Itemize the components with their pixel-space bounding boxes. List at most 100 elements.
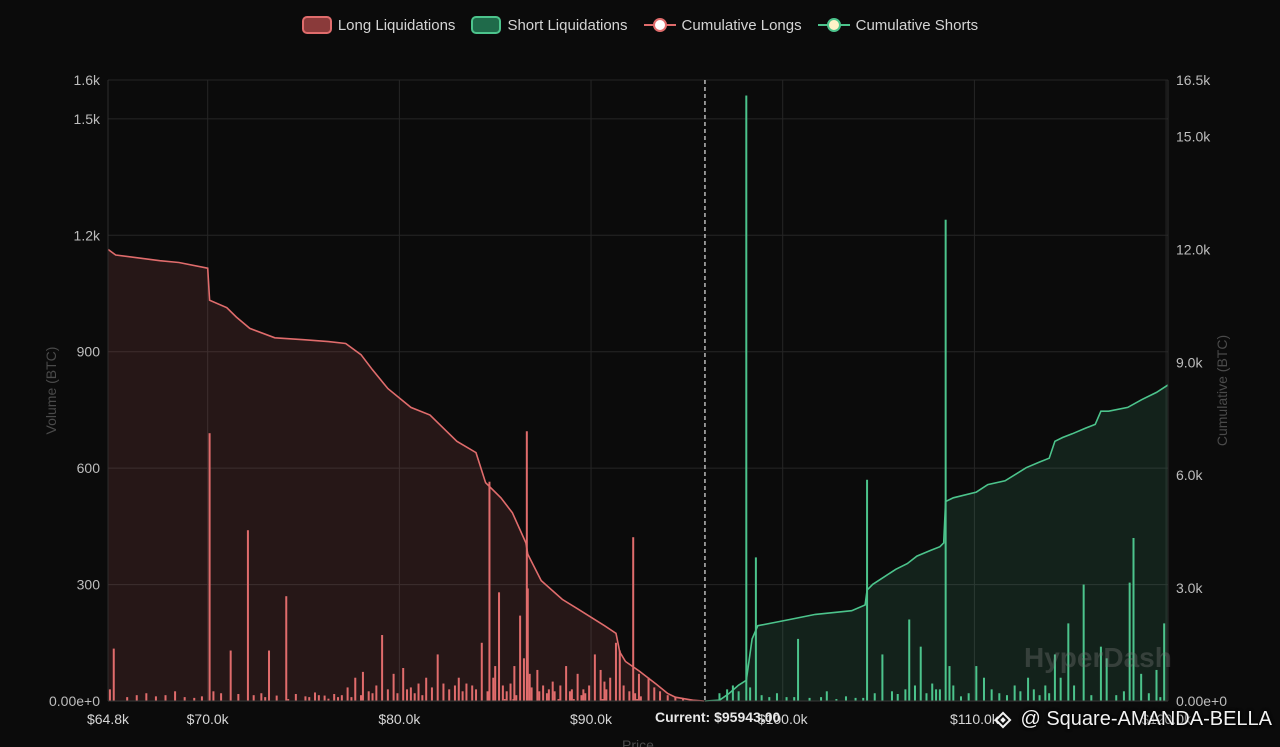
long-liquidation-bar — [340, 695, 343, 701]
y-tick-label: 0.00e+0 — [49, 693, 100, 709]
legend-box-swatch — [301, 16, 332, 34]
short-liquidation-bar — [998, 693, 1001, 701]
short-liquidation-bar — [1005, 695, 1008, 701]
x-tick-label: $80.0k — [378, 711, 421, 727]
long-liquidation-bar — [682, 698, 685, 701]
short-liquidation-bar — [1038, 695, 1041, 701]
long-liquidation-bar — [425, 677, 428, 701]
legend-item[interactable]: Long Liquidations — [301, 16, 455, 34]
y2-tick-label: 0.00e+0 — [1176, 693, 1227, 709]
long-liquidation-bar — [557, 699, 560, 701]
long-liquidation-bar — [436, 654, 439, 701]
legend-label: Cumulative Longs — [681, 16, 802, 34]
current-price-label: Current: $95943.00 — [655, 709, 781, 725]
long-liquidation-bar — [453, 685, 456, 701]
long-liquidation-bar — [522, 658, 525, 701]
long-liquidation-bar — [559, 685, 562, 701]
short-liquidation-bar — [737, 691, 740, 701]
short-liquidation-bar — [1044, 685, 1047, 701]
diamond-logo-icon — [994, 711, 1012, 728]
short-liquidation-bar — [990, 689, 993, 701]
long-liquidation-bar — [323, 695, 326, 701]
long-liquidation-bar — [409, 687, 412, 701]
y-tick-label: 1.2k — [74, 227, 101, 243]
long-liquidation-bar — [582, 689, 585, 701]
short-liquidation-bar — [908, 619, 911, 701]
long-liquidation-bar — [632, 537, 635, 701]
short-liquidation-bar — [1048, 693, 1051, 701]
short-liquidation-bar — [1027, 677, 1030, 701]
short-liquidation-bar — [1099, 646, 1102, 701]
long-liquidation-bar — [457, 677, 460, 701]
short-liquidation-bar — [1105, 658, 1108, 701]
long-liquidation-bar — [576, 673, 579, 701]
short-liquidation-bar — [952, 685, 955, 701]
long-liquidation-bar — [154, 696, 157, 701]
short-liquidation-bar — [1115, 695, 1118, 701]
long-liquidation-bar — [346, 687, 349, 701]
short-liquidation-bar — [731, 685, 734, 701]
long-liquidation-bar — [551, 681, 554, 701]
short-liquidation-bar — [896, 694, 899, 701]
long-liquidation-bar — [108, 689, 111, 701]
short-liquidation-bar — [948, 666, 951, 701]
legend-item[interactable]: Cumulative Longs — [643, 16, 802, 34]
long-liquidation-bar — [193, 697, 196, 701]
long-liquidation-bar — [287, 699, 290, 701]
short-liquidation-bar — [1067, 623, 1070, 701]
long-liquidation-bar — [503, 699, 506, 701]
y2-tick-label: 6.0k — [1176, 467, 1203, 483]
short-liquidation-bar — [785, 697, 788, 701]
long-liquidation-bar — [354, 677, 357, 701]
short-liquidation-bar — [873, 693, 876, 701]
legend-item[interactable]: Cumulative Shorts — [817, 16, 979, 34]
legend-label: Cumulative Shorts — [855, 16, 979, 34]
legend-line-swatch — [643, 16, 676, 34]
y2-tick-label: 3.0k — [1176, 580, 1203, 596]
long-liquidation-bar — [327, 698, 330, 701]
short-liquidation-bar — [1122, 691, 1125, 701]
long-liquidation-bar — [494, 666, 497, 701]
long-liquidation-bar — [183, 697, 186, 701]
long-liquidation-bar — [528, 673, 531, 701]
long-liquidation-bar — [565, 666, 568, 701]
long-liquidation-bar — [480, 642, 483, 701]
x-tick-label: $64.8k — [87, 711, 130, 727]
long-liquidation-bar — [417, 683, 420, 701]
long-liquidation-bar — [545, 693, 548, 701]
long-liquidation-bar — [381, 635, 384, 701]
long-liquidation-bar — [601, 699, 604, 701]
long-liquidation-bar — [314, 692, 317, 701]
long-liquidation-bar — [448, 689, 451, 701]
short-liquidation-bar — [1128, 582, 1131, 701]
short-liquidation-bar — [820, 697, 823, 701]
short-liquidation-bar — [749, 687, 752, 701]
short-liquidation-bar — [1032, 689, 1035, 701]
short-liquidation-bar — [935, 689, 938, 701]
long-liquidation-bar — [501, 685, 504, 701]
long-liquidation-bar — [413, 693, 416, 701]
long-liquidation-bar — [639, 696, 642, 701]
x-tick-label: $90.0k — [570, 711, 613, 727]
y-tick-label: 900 — [77, 344, 101, 360]
long-liquidation-bar — [572, 699, 575, 701]
short-liquidation-bar — [1019, 691, 1022, 701]
cumulative-lines — [107, 248, 1169, 702]
y2-tick-label: 15.0k — [1176, 128, 1211, 144]
short-liquidation-bar — [982, 677, 985, 701]
long-liquidation-bar — [465, 683, 468, 701]
short-liquidation-bar — [931, 683, 934, 701]
y-axis-title: Volume (BTC) — [43, 347, 59, 435]
long-liquidation-bar — [653, 687, 656, 701]
long-liquidation-bar — [317, 695, 320, 701]
long-liquidation-bar — [542, 685, 545, 701]
x-tick-label: $100.0k — [758, 711, 809, 727]
short-liquidation-bar — [944, 219, 947, 701]
grid-lines — [108, 79, 1168, 702]
short-liquidation-bar — [1159, 697, 1162, 701]
long-liquidation-bar — [386, 689, 389, 701]
long-liquidation-bar — [553, 691, 556, 701]
y-tick-label: 600 — [77, 460, 101, 476]
legend-item[interactable]: Short Liquidations — [471, 16, 628, 34]
long-liquidation-bar — [512, 699, 515, 701]
